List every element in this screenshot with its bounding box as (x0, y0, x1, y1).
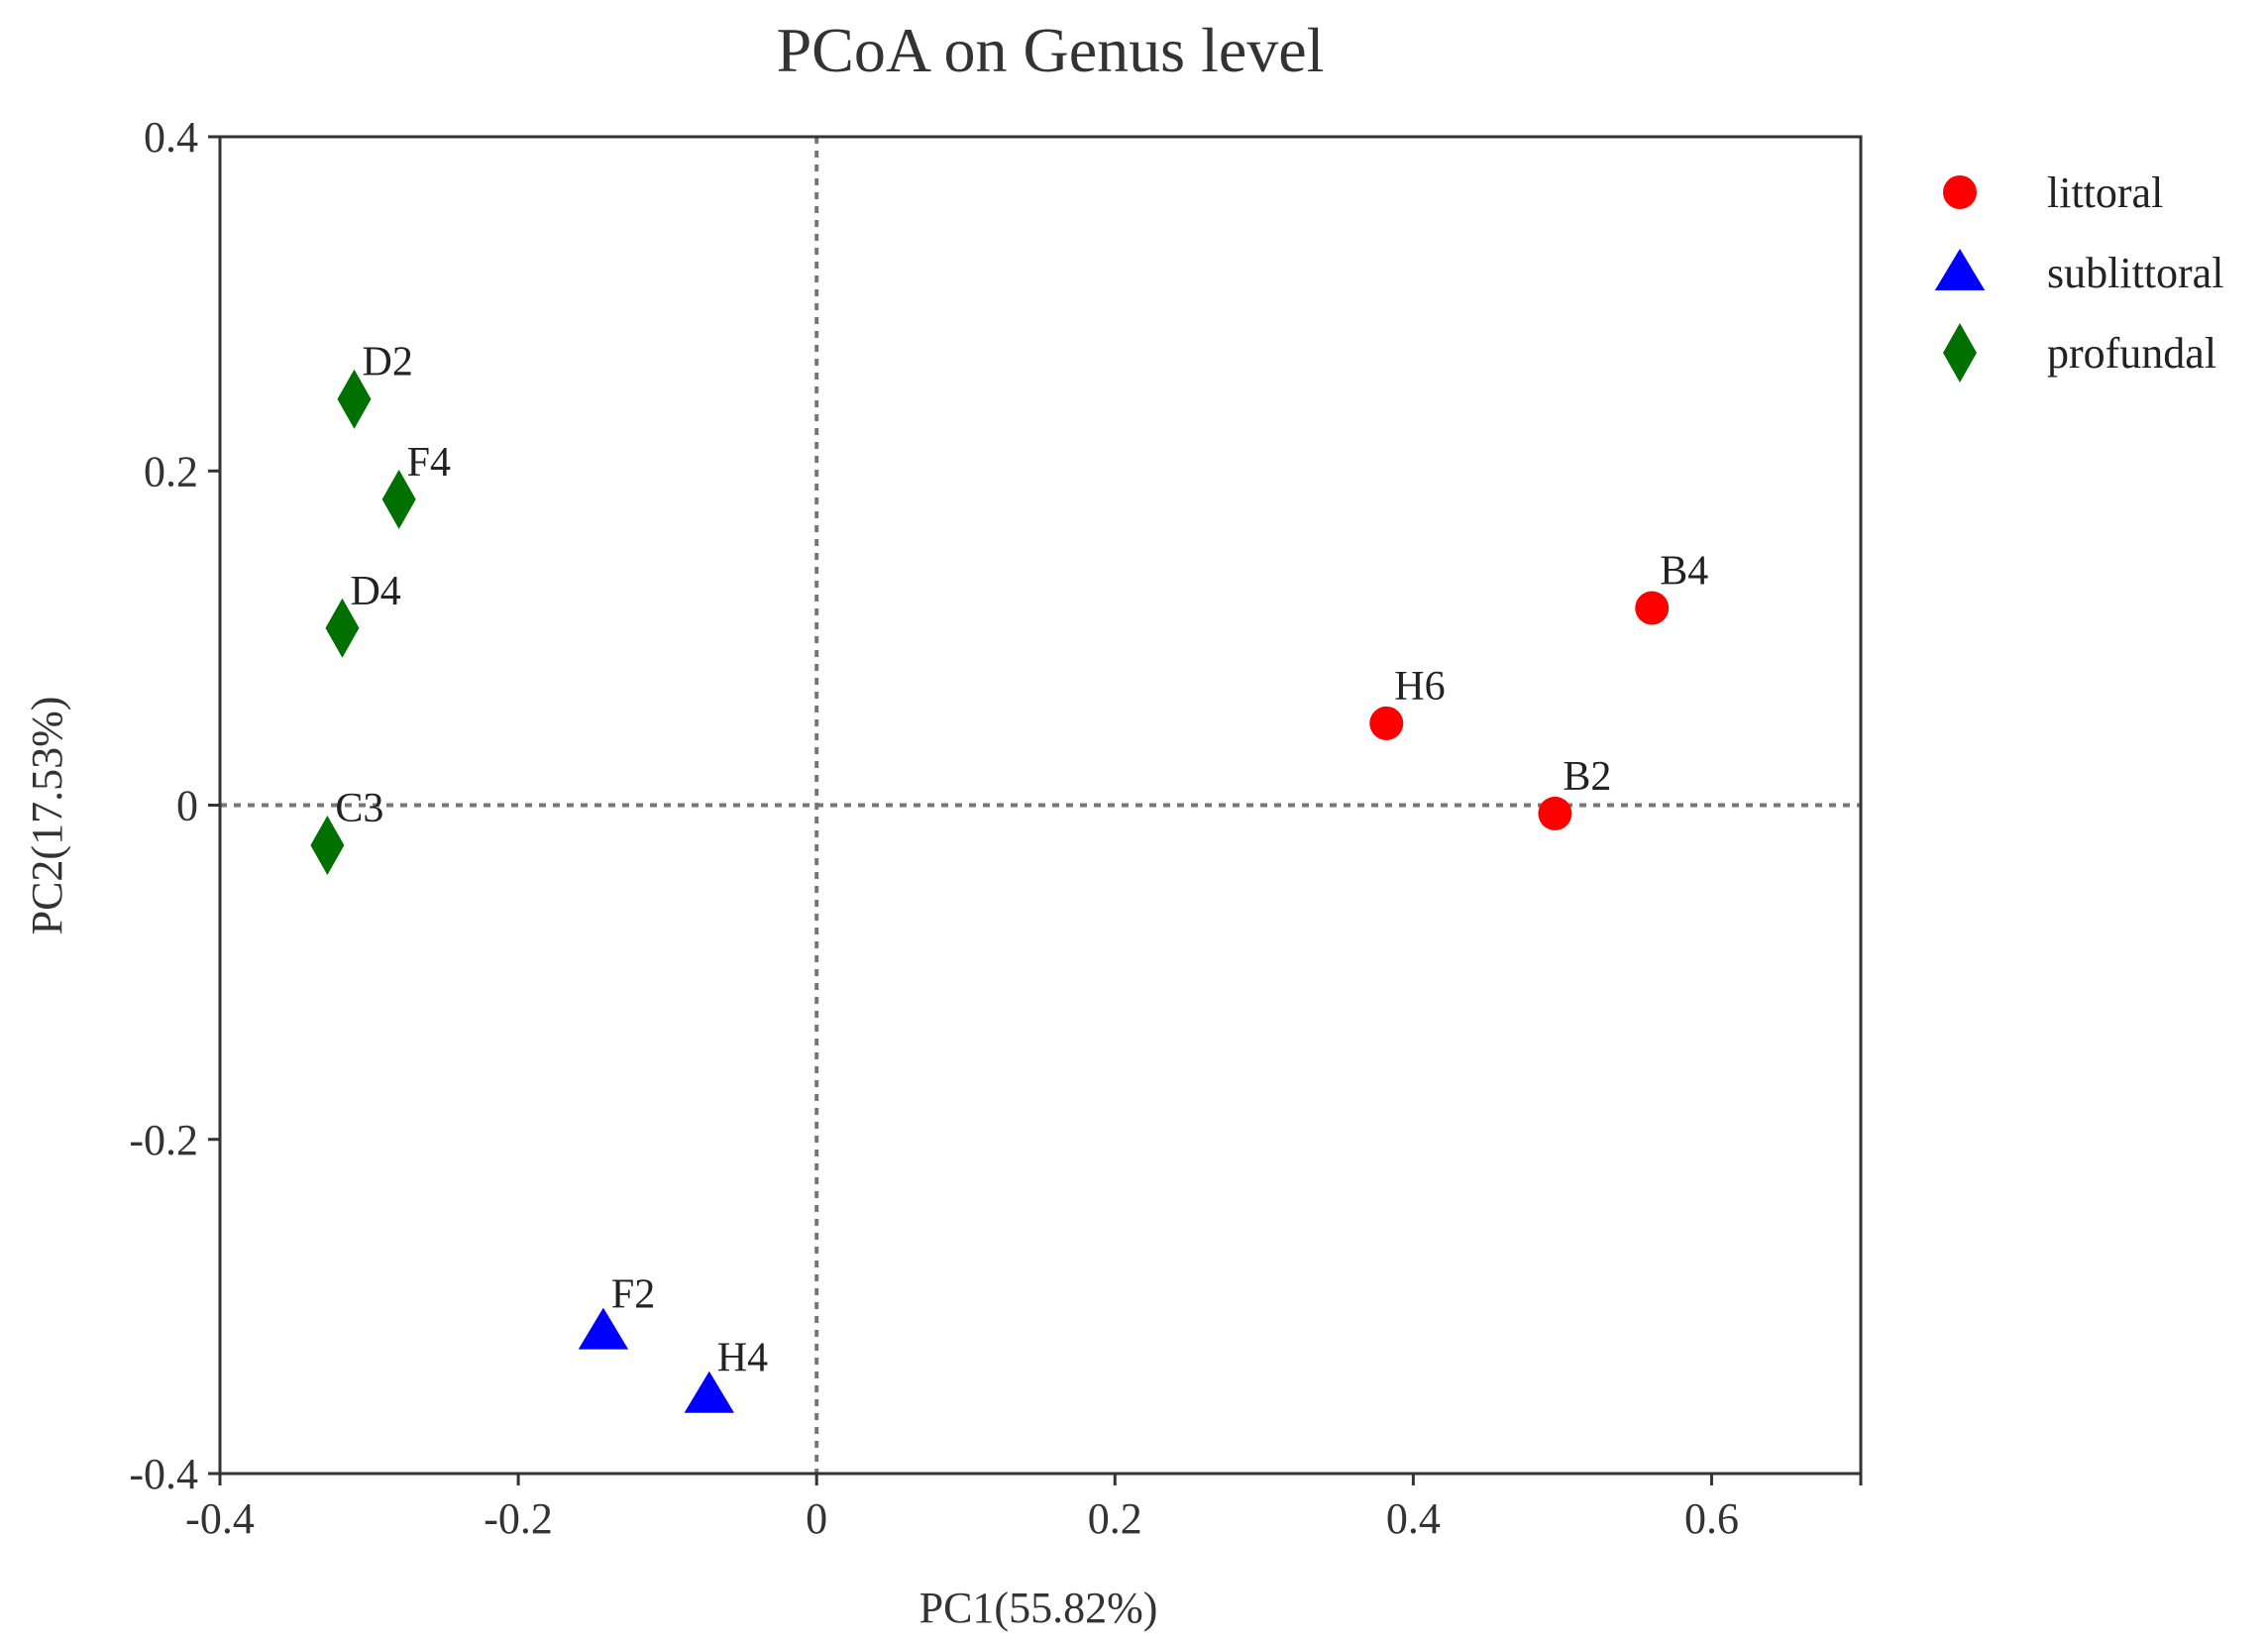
y-tick-label: 0.4 (144, 113, 198, 162)
data-points (310, 369, 1670, 1413)
data-point-d2 (337, 369, 372, 429)
legend: littoral sublittoral profundal (1934, 168, 2223, 383)
legend-marker-littoral (1943, 175, 1977, 209)
x-tick-label: -0.2 (484, 1494, 553, 1543)
y-tick-label: 0.2 (144, 447, 198, 495)
point-label-h6: H6 (1394, 664, 1445, 710)
point-label-b2: B2 (1563, 754, 1611, 800)
x-tick-label: -0.4 (185, 1494, 255, 1543)
data-point-h4 (684, 1371, 734, 1413)
data-point-c3 (310, 815, 345, 875)
point-label-f2: F2 (611, 1272, 655, 1318)
x-tick-label: 0.4 (1386, 1494, 1441, 1543)
data-point-f4 (381, 469, 416, 529)
x-tick-label: 0.2 (1088, 1494, 1142, 1543)
data-point-h6 (1369, 706, 1404, 740)
data-point-b2 (1538, 796, 1572, 830)
data-point-b4 (1635, 591, 1670, 625)
data-point-f2 (578, 1307, 629, 1350)
data-point-d4 (325, 598, 360, 658)
reference-lines (220, 137, 1861, 1474)
x-axis-title: PC1(55.82%) (919, 1584, 1158, 1632)
y-tick-label: -0.2 (129, 1116, 198, 1164)
axes: -0.4 -0.2 0 0.2 0.4 0.6 -0.4 -0.2 0 0.2 0.4 (129, 113, 1863, 1543)
chart-title: PCoA on Genus level (777, 15, 1325, 85)
legend-label-sublittoral: sublittoral (2047, 249, 2223, 297)
point-label-b4: B4 (1660, 549, 1708, 595)
point-label-d4: D4 (350, 569, 400, 614)
point-label-f4: F4 (407, 440, 451, 486)
x-tick-label: 0 (806, 1494, 827, 1543)
point-labels: B4 H6 B2 F2 H4 D2 F4 D4 C3 (335, 340, 1708, 1381)
point-label-d2: D2 (362, 340, 412, 385)
legend-label-littoral: littoral (2047, 168, 2163, 217)
legend-marker-sublittoral (1934, 249, 1986, 290)
point-label-h4: H4 (717, 1336, 768, 1381)
legend-label-profundal: profundal (2047, 329, 2216, 378)
y-axis-title: PC2(17.53%) (23, 697, 71, 935)
y-tick-label: 0 (176, 782, 198, 830)
legend-marker-profundal (1943, 323, 1977, 383)
x-tick-label: 0.6 (1684, 1494, 1739, 1543)
point-label-c3: C3 (335, 786, 383, 831)
y-tick-label: -0.4 (129, 1450, 198, 1498)
